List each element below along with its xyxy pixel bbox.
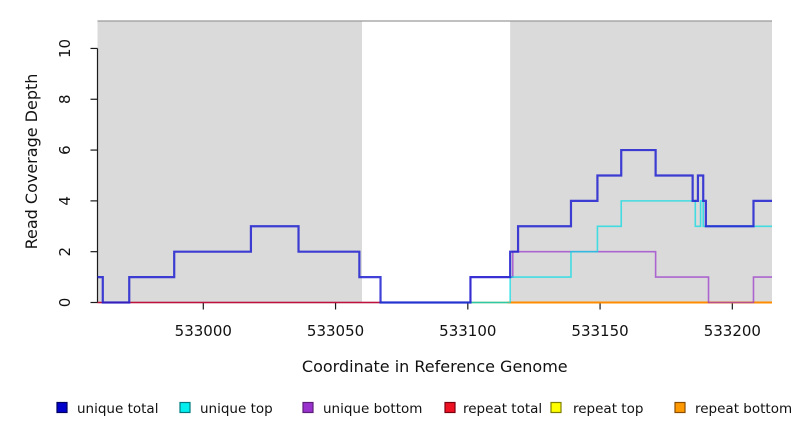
y-tick-label: 2 xyxy=(56,247,74,257)
axes: 533000 533050 533100 533150 533200 0 2 4 6 8 10 xyxy=(56,39,772,340)
series-lines xyxy=(97,148,772,304)
legend: unique total unique top unique bottom repea… xyxy=(56,401,792,417)
series-unique-top xyxy=(380,200,772,304)
y-axis-title: Read Coverage Depth xyxy=(22,74,41,250)
y-tick-label: 6 xyxy=(56,145,74,155)
y-tick-label: 0 xyxy=(56,298,74,308)
y-tick-label: 8 xyxy=(56,94,74,104)
y-tick-label: 4 xyxy=(56,196,74,206)
legend-item-unique-top: unique top xyxy=(179,401,273,417)
legend-label: unique total xyxy=(77,401,158,417)
legend-label: unique top xyxy=(200,401,273,417)
legend-label: repeat top xyxy=(573,401,643,417)
x-tick-label: 533100 xyxy=(439,322,496,340)
shaded-regions xyxy=(97,20,772,303)
y-tick-label: 10 xyxy=(56,39,74,58)
right-gray-band xyxy=(510,20,772,303)
legend-item-repeat-top: repeat top xyxy=(550,401,643,417)
left-gray-band xyxy=(97,20,363,303)
x-axis-title: Coordinate in Reference Genome xyxy=(302,357,568,376)
x-tick-label: 533050 xyxy=(307,322,364,340)
legend-marker xyxy=(674,401,686,414)
legend-item-unique-total: unique total xyxy=(56,401,158,417)
series-unique-total xyxy=(97,148,772,304)
legend-marker xyxy=(550,401,562,414)
legend-label: repeat bottom xyxy=(695,401,792,417)
x-tick-label: 533000 xyxy=(175,322,232,340)
legend-marker xyxy=(56,401,68,414)
legend-label: repeat total xyxy=(463,401,542,417)
legend-item-unique-bottom: unique bottom xyxy=(302,401,422,417)
x-tick-label: 533150 xyxy=(571,322,628,340)
legend-item-repeat-total: repeat total xyxy=(444,401,542,417)
legend-marker xyxy=(444,401,456,414)
legend-marker xyxy=(179,401,191,414)
legend-marker xyxy=(302,401,314,414)
x-tick-label: 533200 xyxy=(704,322,761,340)
legend-label: unique bottom xyxy=(323,401,422,417)
legend-item-repeat-bottom: repeat bottom xyxy=(674,401,792,417)
